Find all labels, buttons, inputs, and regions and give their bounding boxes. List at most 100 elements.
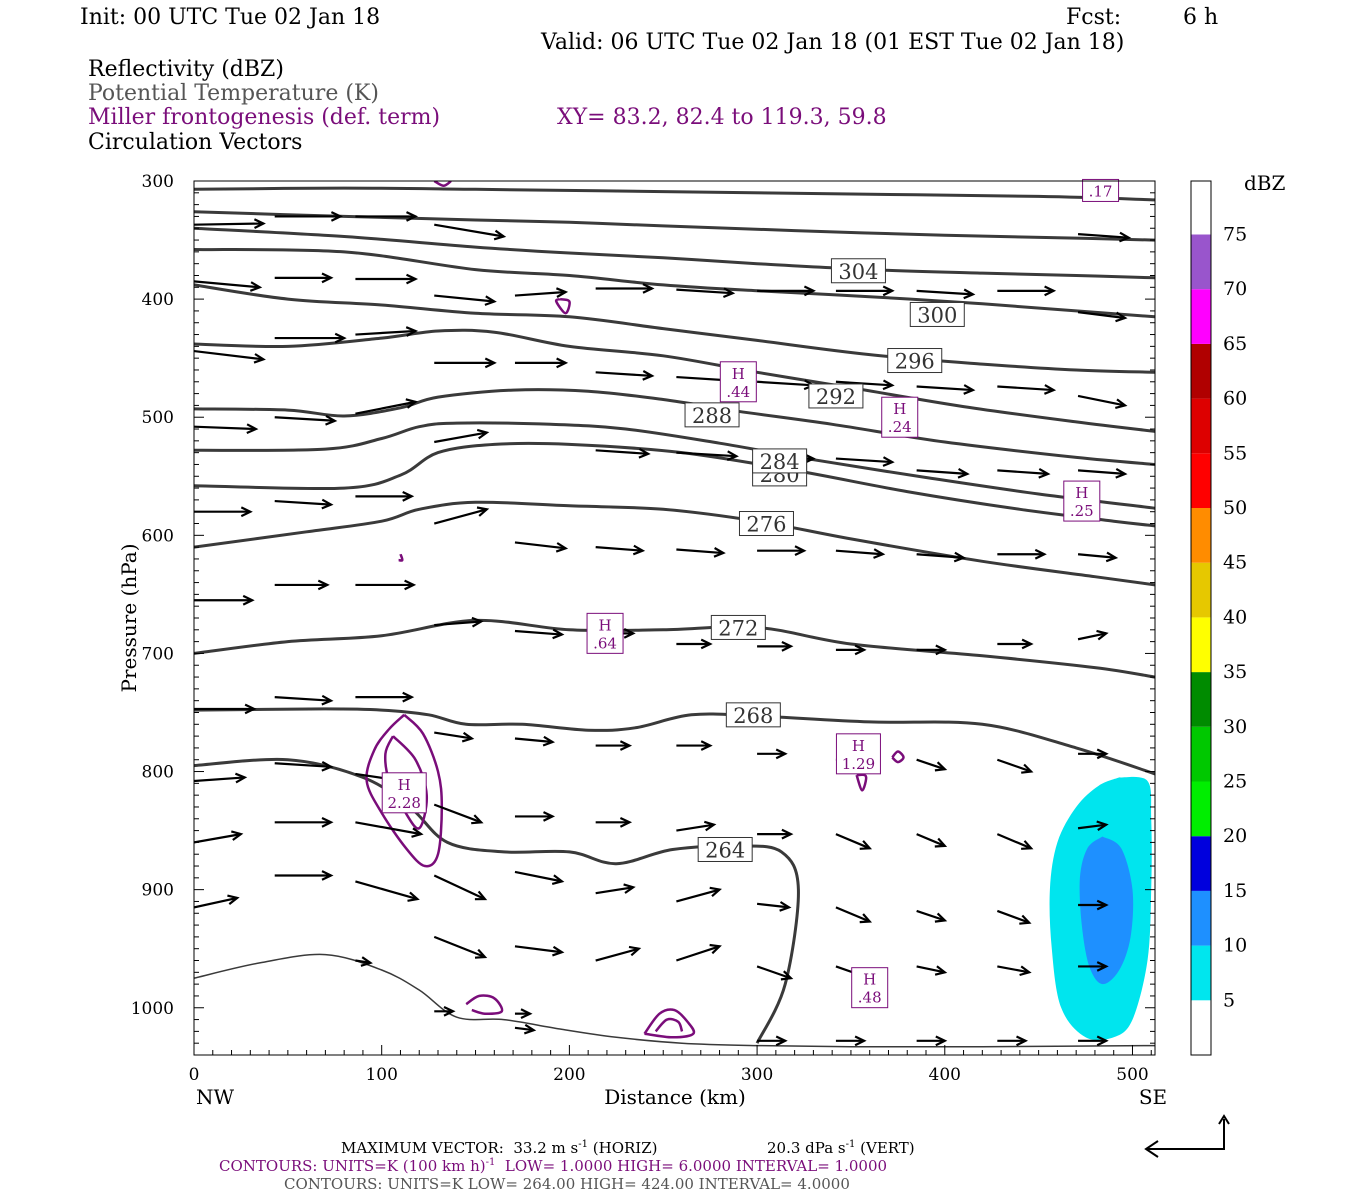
y-tick-label: 500 xyxy=(142,408,174,428)
circulation-vector xyxy=(757,1035,788,1047)
y-tick-label: 1000 xyxy=(131,999,174,1019)
circulation-vector xyxy=(835,906,873,924)
fronto-contour-range: LOW= 1.0000 HIGH= 6.0000 INTERVAL= 1.000… xyxy=(504,1157,888,1175)
valid-time: Valid: 06 UTC Tue 02 Jan 18 (01 EST Tue … xyxy=(541,30,1125,55)
vector-shaft xyxy=(194,280,260,289)
vector-head xyxy=(484,295,497,306)
circulation-vector xyxy=(514,735,556,747)
vector-head xyxy=(1021,840,1034,850)
vector-head xyxy=(330,211,343,222)
vector-head xyxy=(325,414,338,426)
fronto-contour-info: CONTOURS: UNITS=K (100 km h)-1 LOW= 1.00… xyxy=(219,1158,887,1175)
vector-head xyxy=(443,1006,456,1017)
fronto-high-box xyxy=(381,772,427,814)
vector-head xyxy=(234,772,248,784)
colorbar-segment xyxy=(1191,179,1211,235)
vector-head xyxy=(953,551,967,563)
vector-shaft xyxy=(676,945,720,962)
theta-label: 264 xyxy=(705,838,745,862)
colorbar-segment xyxy=(1191,617,1211,673)
vector-head xyxy=(623,628,636,639)
vector-head xyxy=(321,498,334,510)
circulation-vector xyxy=(1078,1035,1109,1047)
colorbar-label: 70 xyxy=(1223,278,1247,300)
circulation-vector xyxy=(274,498,334,510)
circulation-vector xyxy=(434,428,490,444)
max-vector-horiz-unit: (HORIZ) xyxy=(592,1139,658,1157)
circulation-vector xyxy=(194,280,263,292)
vector-shaft xyxy=(355,880,418,901)
circulation-vector xyxy=(997,548,1047,560)
theta-contour-268 xyxy=(194,707,1155,776)
x-tick-label: 400 xyxy=(929,1065,961,1085)
circulation-vector xyxy=(595,817,633,828)
max-vector-horiz: 33.2 m s xyxy=(513,1139,579,1157)
circulation-vector xyxy=(757,748,788,760)
vector-shaft xyxy=(676,288,733,295)
vector-shaft xyxy=(835,906,871,923)
colorbar-unit: dBZ xyxy=(1244,171,1286,195)
vector-shaft xyxy=(835,380,893,387)
circulation-vector xyxy=(514,628,565,640)
theta-label-box xyxy=(808,383,864,409)
vector-head xyxy=(642,283,655,294)
colorbar-frame xyxy=(1190,180,1212,1056)
vector-shaft xyxy=(756,965,792,980)
vector-shaft xyxy=(916,469,968,476)
colorbar-segment xyxy=(1191,453,1211,508)
vector-shaft xyxy=(1077,632,1107,641)
vector-shaft xyxy=(434,731,472,740)
vector-head xyxy=(854,1035,867,1047)
colorbar-label: 35 xyxy=(1223,661,1247,683)
max-vector-horiz-exp: -1 xyxy=(578,1139,588,1150)
circulation-vector xyxy=(194,894,240,909)
vector-shaft xyxy=(916,385,974,392)
frontogenesis-contour xyxy=(365,713,444,868)
vector-head xyxy=(402,491,415,502)
vector-shaft xyxy=(835,833,871,850)
vector-head xyxy=(317,579,330,591)
circulation-vector xyxy=(996,909,1032,925)
theta-label: 304 xyxy=(838,260,878,284)
vector-head xyxy=(556,357,569,369)
circulation-vector xyxy=(595,883,636,895)
circulation-vector xyxy=(514,811,556,822)
colorbar-label: 40 xyxy=(1223,606,1247,628)
vector-head xyxy=(474,890,488,901)
x-end-label-nw: NW xyxy=(196,1085,235,1109)
circulation-vector xyxy=(757,828,794,840)
vector-head xyxy=(476,506,490,517)
theta-contour-288 xyxy=(194,388,1155,466)
vector-head xyxy=(1118,231,1132,243)
frontogenesis-contour xyxy=(465,994,504,1016)
cross-section-endpoints: XY= 83.2, 82.4 to 119.3, 59.8 xyxy=(557,105,887,130)
vector-shaft xyxy=(194,896,238,909)
vector-head xyxy=(934,837,948,848)
vector-shaft xyxy=(835,457,893,464)
circulation-vector xyxy=(676,287,736,299)
circulation-vector xyxy=(194,506,253,518)
circulation-vector xyxy=(916,965,948,976)
vector-shaft xyxy=(1077,311,1126,320)
vector-head xyxy=(713,547,726,558)
vector-head xyxy=(859,913,873,924)
vector-head xyxy=(957,467,970,479)
max-vector-vert-exp: -1 xyxy=(845,1139,856,1150)
theta-label: 276 xyxy=(746,513,786,537)
theta-contour-264 xyxy=(194,953,1155,1048)
reflectivity-10dbz xyxy=(1079,836,1134,985)
vector-head xyxy=(405,326,419,337)
colorbar-label: 50 xyxy=(1223,497,1247,519)
y-tick-label: 800 xyxy=(142,763,174,783)
circulation-vector xyxy=(433,506,490,525)
circulation-vector xyxy=(997,467,1051,479)
circulation-vector xyxy=(514,357,569,369)
vector-shaft xyxy=(916,553,964,559)
vector-head xyxy=(638,447,651,459)
theta-label-box xyxy=(738,511,794,537)
circulation-vector xyxy=(1077,394,1128,409)
circulation-vector xyxy=(996,833,1034,850)
vector-head xyxy=(803,285,816,297)
vector-shaft xyxy=(274,762,332,768)
theta-label-box xyxy=(725,702,781,728)
